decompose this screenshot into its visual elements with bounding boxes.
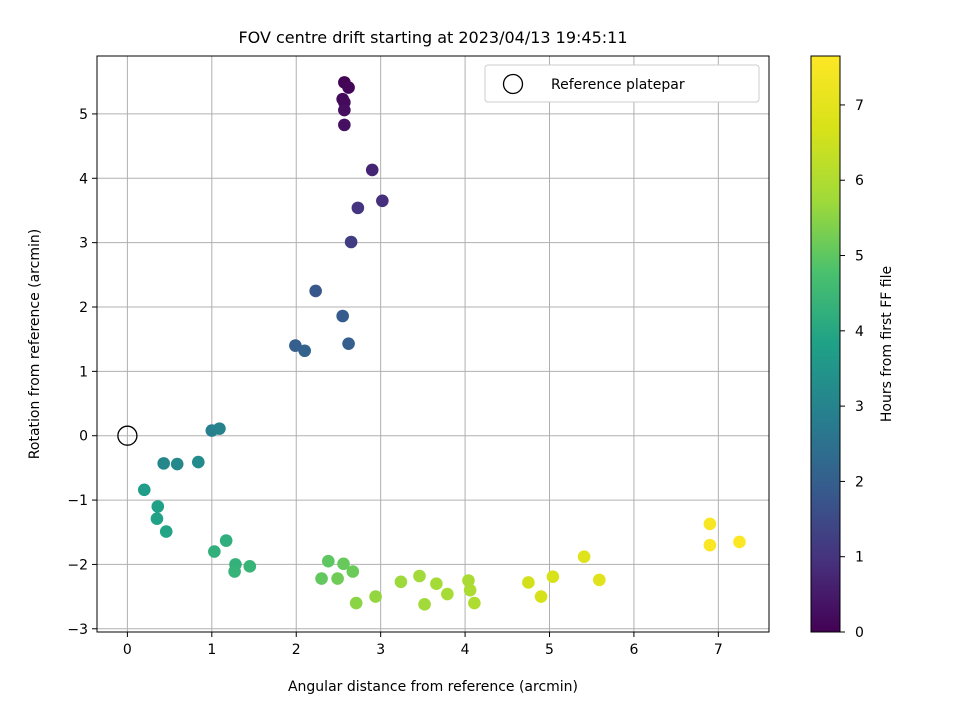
reference-platepar-marker [117,425,138,446]
legend-reference-marker [502,73,524,95]
y-tick-label: 1 [79,364,88,380]
data-point [337,557,350,571]
data-point [463,583,477,597]
colorbar-tick-label: 0 [855,625,864,641]
x-tick-label: 7 [714,642,723,658]
data-point [208,545,221,558]
x-tick-label: 5 [545,642,554,658]
legend-box [484,64,760,103]
data-point [228,565,241,578]
data-points [137,76,746,611]
data-point [219,534,233,547]
data-point [418,598,431,611]
data-point [703,517,717,531]
colorbar-tick-label: 4 [855,324,864,340]
data-point [159,525,173,538]
x-tick-label: 6 [629,642,638,658]
colorbar-label: Hours from first FF file [879,266,895,422]
data-point [289,339,302,352]
data-point [213,422,226,435]
data-point [151,500,165,513]
y-tick-label: −2 [67,557,88,573]
data-point [376,194,389,208]
data-point [522,576,535,589]
colorbar-tick-label: 2 [855,474,864,490]
data-point [546,570,560,583]
data-point [170,457,184,471]
y-tick-label: 5 [79,107,88,123]
y-axis-label: Rotation from reference (arcmin) [27,229,43,459]
x-axis-ticks: 0 1 2 3 4 5 6 7 [123,632,723,658]
plot-frame [96,55,770,633]
data-point [298,344,311,358]
colorbar-gradient [810,55,841,633]
y-tick-label: 2 [79,300,88,316]
data-point [534,590,548,603]
data-point [577,550,591,564]
y-tick-label: 0 [79,429,88,445]
data-point [369,590,382,603]
data-point [150,512,164,526]
y-tick-label: −1 [67,493,88,509]
data-point [315,572,328,585]
x-axis-label: Angular distance from reference (arcmin) [288,679,578,695]
y-tick-label: 3 [79,236,88,252]
colorbar-tick-label: 3 [855,399,864,415]
data-point [338,118,351,132]
data-point [462,574,475,587]
data-point [344,235,358,249]
x-tick-label: 3 [376,642,385,658]
colorbar: 0 1 2 3 4 5 6 7 Hours from first FF file [810,55,895,641]
colorbar-ticks: 0 1 2 3 4 5 6 7 [840,98,864,641]
data-point [394,575,408,589]
legend-entry-reference-platepar: Reference platepar [551,77,685,93]
plot-area: 0 1 2 3 4 5 6 7 −3 −2 −1 0 1 2 3 4 5 [67,55,770,658]
data-point [192,455,205,469]
colorbar-tick-label: 5 [855,249,864,265]
data-point [441,587,454,601]
y-tick-label: −3 [67,622,88,638]
data-point [349,596,363,610]
data-point [309,284,322,298]
x-tick-label: 0 [123,642,132,658]
data-point [137,483,151,497]
data-point [413,569,426,583]
x-tick-label: 2 [292,642,301,658]
data-point [733,535,746,549]
x-tick-label: 1 [207,642,216,658]
data-point [243,560,257,573]
colorbar-tick-label: 6 [855,173,864,189]
plot-background [97,56,769,632]
data-point [593,573,606,587]
y-tick-label: 4 [79,171,88,187]
x-tick-label: 4 [461,642,470,658]
data-point [336,309,349,323]
data-point [468,596,481,610]
data-point [342,81,355,94]
colorbar-tick-label: 1 [855,550,864,566]
y-axis-ticks: −3 −2 −1 0 1 2 3 4 5 [67,107,97,638]
colorbar-tick-label: 7 [855,98,864,114]
data-point [351,201,365,215]
data-point [703,538,717,552]
chart-title: FOV centre drift starting at 2023/04/13 … [238,28,627,47]
data-point [322,554,335,568]
data-point [331,572,344,585]
data-point [157,457,170,470]
data-point [342,337,355,350]
data-point [346,565,360,578]
reference-marker-group [117,425,138,446]
legend: Reference platepar [484,64,760,103]
data-point [430,577,443,591]
data-point [338,103,351,117]
data-point [365,163,379,177]
